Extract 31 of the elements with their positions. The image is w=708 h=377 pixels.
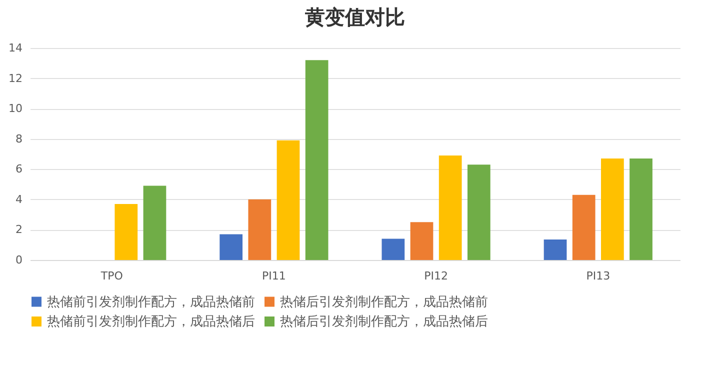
bar bbox=[114, 204, 138, 260]
bar bbox=[467, 164, 490, 260]
y-tick-label: 14 bbox=[8, 42, 22, 54]
bar bbox=[276, 140, 300, 260]
y-tick-label: 6 bbox=[16, 162, 22, 176]
bar bbox=[630, 158, 652, 260]
legend-label: 热储前引发剂制作配方，成品热储前 bbox=[47, 294, 255, 310]
x-tick-label: TPO bbox=[100, 270, 124, 282]
y-tick-label: 8 bbox=[16, 132, 22, 146]
bar bbox=[305, 60, 328, 260]
bar bbox=[438, 156, 462, 260]
y-tick-label: 0 bbox=[16, 254, 22, 266]
bar bbox=[601, 158, 624, 260]
x-tick-label: PI12 bbox=[424, 270, 448, 282]
legend-label: 热储前引发剂制作配方，成品热储后 bbox=[47, 314, 255, 330]
legend-label: 热储后引发剂制作配方，成品热储后 bbox=[280, 314, 488, 330]
bar bbox=[248, 199, 272, 260]
chart-title: 黄变值对比 bbox=[304, 5, 405, 29]
bar bbox=[544, 240, 567, 260]
y-tick-label: 4 bbox=[16, 192, 22, 206]
bar bbox=[143, 186, 166, 260]
legend-label: 热储后引发剂制作配方，成品热储前 bbox=[280, 294, 488, 310]
x-tick-label: PI13 bbox=[586, 270, 610, 282]
y-tick-label: 2 bbox=[16, 223, 22, 236]
bar bbox=[220, 234, 243, 260]
y-tick-label: 12 bbox=[8, 72, 22, 85]
y-tick-label: 10 bbox=[8, 102, 22, 116]
bar bbox=[572, 194, 596, 260]
bar bbox=[382, 238, 405, 260]
x-tick-label: PI11 bbox=[262, 270, 286, 282]
bar bbox=[410, 222, 434, 260]
